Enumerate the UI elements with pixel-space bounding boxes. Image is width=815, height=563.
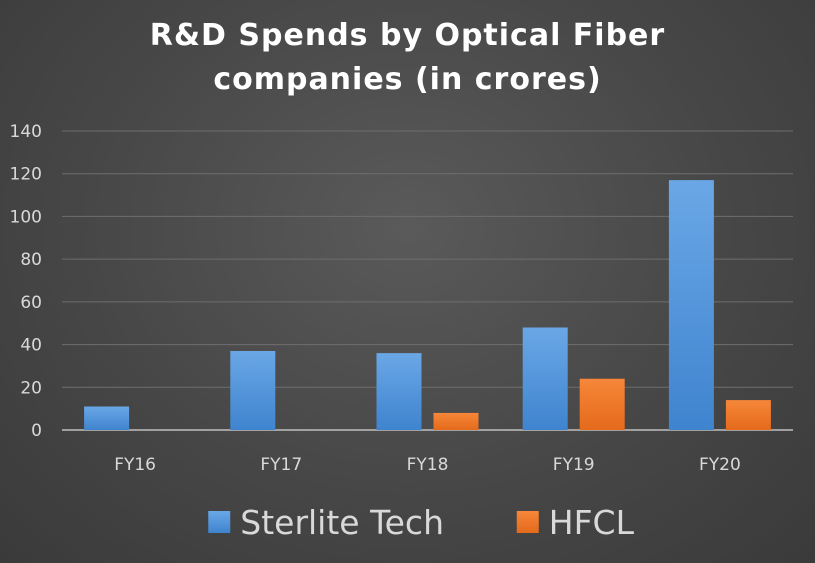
y-tick-label: 140 (10, 122, 42, 142)
legend-swatch-hfcl (516, 511, 539, 533)
bar-sterlite-tech-fy16 (84, 406, 130, 430)
y-tick-label: 40 (20, 336, 42, 356)
bar-hfcl-fy20 (725, 400, 771, 430)
y-tick-label: 0 (31, 421, 42, 441)
chart-title: R&D Spends by Optical Fiber companies (i… (0, 14, 815, 102)
legend-label-hfcl: HFCL (549, 503, 635, 542)
y-tick-label: 100 (10, 207, 42, 227)
bar-sterlite-tech-fy19 (522, 327, 568, 430)
x-tick-label: FY20 (699, 455, 741, 475)
bar-sterlite-tech-fy17 (230, 350, 276, 430)
x-tick-label: FY17 (260, 455, 302, 475)
chart-title-line-1: R&D Spends by Optical Fiber (149, 18, 666, 53)
legend-swatch-sterlite-tech (208, 511, 231, 533)
chart-title-line-2: companies (in crores) (213, 62, 602, 97)
x-tick-label: FY19 (553, 455, 595, 475)
y-tick-label: 120 (10, 165, 42, 185)
x-tick-label: FY16 (114, 455, 156, 475)
legend-label-sterlite-tech: Sterlite Tech (240, 503, 444, 542)
bar-hfcl-fy19 (579, 378, 625, 430)
y-tick-label: 20 (20, 378, 42, 398)
y-tick-label: 60 (20, 293, 42, 313)
x-tick-label: FY18 (407, 455, 449, 475)
bar-hfcl-fy18 (433, 412, 479, 430)
bar-sterlite-tech-fy20 (668, 180, 714, 430)
bar-sterlite-tech-fy18 (376, 353, 422, 430)
y-tick-label: 80 (20, 250, 42, 270)
